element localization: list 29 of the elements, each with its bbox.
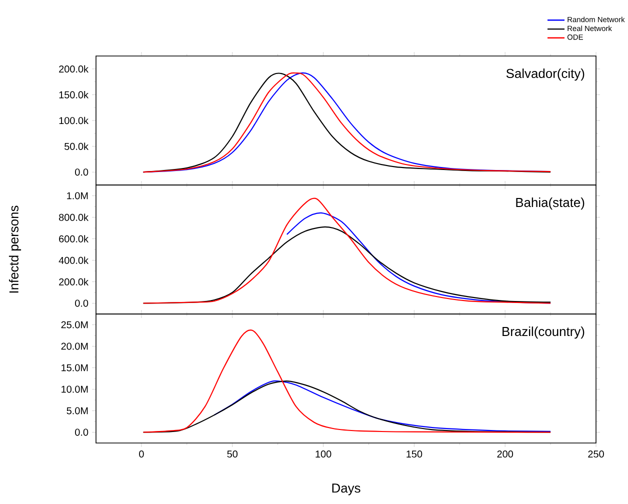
y-tick-label: 10.0M	[62, 386, 88, 393]
y-tick-label: 150.0k	[59, 91, 89, 98]
x-tick-label: 100	[316, 450, 332, 458]
x-tick-label: 250	[588, 450, 604, 458]
y-tick-label: 15.0M	[62, 364, 88, 372]
y-tick-label: 400.0k	[58, 256, 89, 264]
line-series	[214, 380, 552, 432]
y-tick-label: 0.0	[75, 168, 88, 176]
y-tick-label: 100.0k	[59, 116, 89, 124]
text: Salvador(city)	[506, 68, 584, 81]
x-tick-label: 200	[497, 450, 514, 458]
text: Brazil(country)	[502, 326, 584, 339]
y-axis-title: Infectd persons	[8, 206, 22, 293]
y-tick-label: 800.0k	[59, 214, 89, 221]
y-tick-label: 5.0M	[66, 407, 88, 414]
y-tick-label: 200.0k	[59, 278, 89, 286]
y-tick-label: 20.0M	[61, 342, 88, 350]
y-tick-label: 200.0k	[59, 65, 89, 73]
x-tick-label: 150	[406, 450, 422, 458]
y-tick-label: 0.0	[75, 300, 88, 307]
y-tick-label: 600.0k	[59, 235, 89, 242]
y-tick-label: 25.0M	[61, 321, 88, 328]
x-tick-label: 50	[227, 450, 238, 458]
x-axis-title: Days	[332, 484, 360, 496]
y-tick-label: 0.0	[75, 428, 88, 436]
x-tick-label: 0	[139, 450, 144, 458]
y-tick-label: 50.0k	[64, 142, 89, 150]
text: Bahia(state)	[516, 198, 584, 210]
y-tick-label: 1.0M	[67, 192, 88, 200]
